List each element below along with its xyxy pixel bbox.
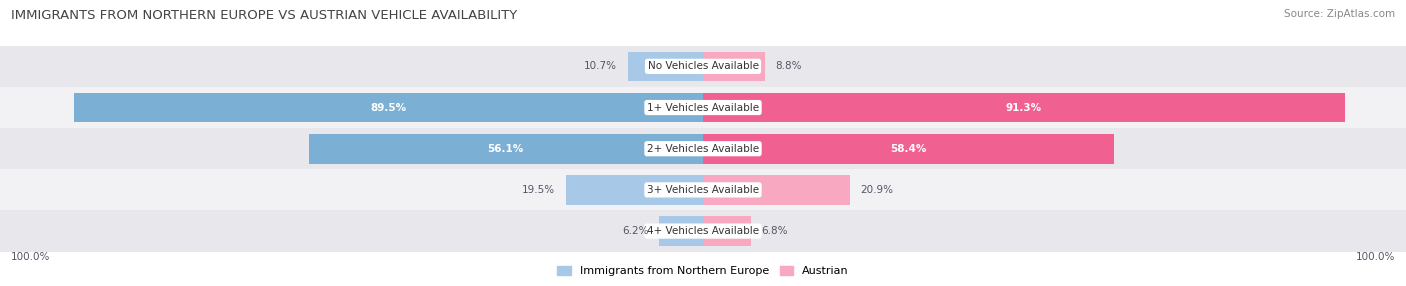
Text: 91.3%: 91.3%	[1005, 103, 1042, 112]
Bar	[0, 87, 1406, 128]
Bar	[0, 46, 1406, 87]
Text: 4+ Vehicles Available: 4+ Vehicles Available	[647, 226, 759, 236]
Bar	[703, 51, 765, 81]
Bar	[0, 210, 1406, 252]
Bar	[565, 175, 703, 205]
Text: Source: ZipAtlas.com: Source: ZipAtlas.com	[1284, 9, 1395, 19]
Text: 100.0%: 100.0%	[1355, 252, 1395, 262]
Bar	[703, 93, 1344, 122]
Text: 56.1%: 56.1%	[488, 144, 524, 154]
Text: 3+ Vehicles Available: 3+ Vehicles Available	[647, 185, 759, 195]
Text: 58.4%: 58.4%	[890, 144, 927, 154]
Legend: Immigrants from Northern Europe, Austrian: Immigrants from Northern Europe, Austria…	[553, 261, 853, 281]
Text: 1+ Vehicles Available: 1+ Vehicles Available	[647, 103, 759, 112]
Text: 10.7%: 10.7%	[585, 61, 617, 71]
Bar	[73, 93, 703, 122]
Text: No Vehicles Available: No Vehicles Available	[648, 61, 758, 71]
Bar	[0, 128, 1406, 169]
Bar	[627, 51, 703, 81]
Bar	[0, 169, 1406, 210]
Text: IMMIGRANTS FROM NORTHERN EUROPE VS AUSTRIAN VEHICLE AVAILABILITY: IMMIGRANTS FROM NORTHERN EUROPE VS AUSTR…	[11, 9, 517, 21]
Text: 19.5%: 19.5%	[522, 185, 555, 195]
Bar	[659, 216, 703, 246]
Bar	[703, 175, 849, 205]
Text: 6.2%: 6.2%	[623, 226, 650, 236]
Text: 2+ Vehicles Available: 2+ Vehicles Available	[647, 144, 759, 154]
Text: 20.9%: 20.9%	[860, 185, 893, 195]
Text: 100.0%: 100.0%	[11, 252, 51, 262]
Bar	[703, 216, 751, 246]
Text: 6.8%: 6.8%	[762, 226, 787, 236]
Bar	[703, 134, 1114, 164]
Bar	[308, 134, 703, 164]
Text: 8.8%: 8.8%	[776, 61, 801, 71]
Text: 89.5%: 89.5%	[370, 103, 406, 112]
